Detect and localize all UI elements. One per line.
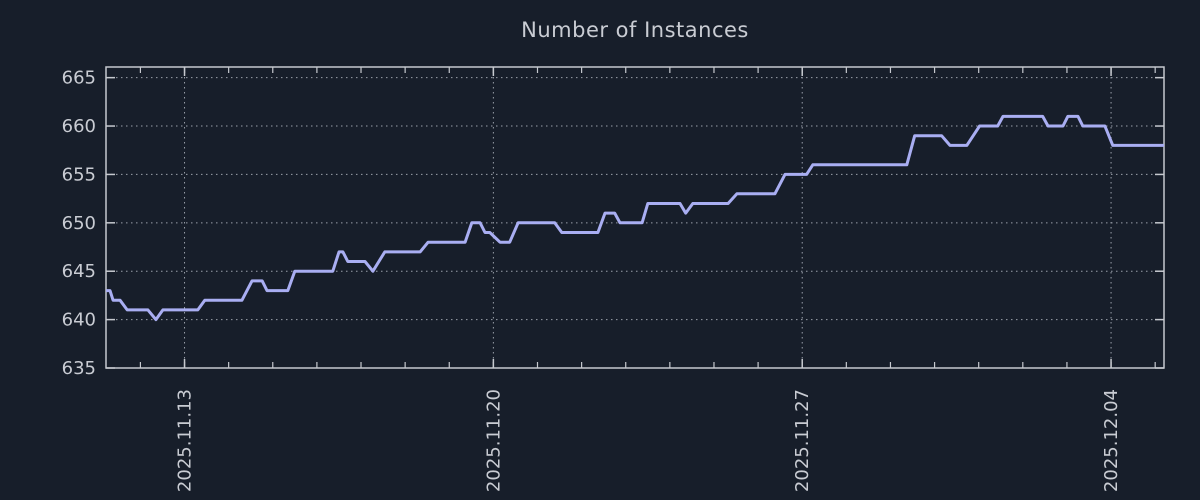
plot-border <box>105 66 1165 369</box>
x-tick-label: 2025.11.20 <box>483 389 504 492</box>
y-tick-label: 660 <box>62 116 96 137</box>
x-tick-label: 2025.12.04 <box>1101 389 1122 492</box>
y-tick-label: 650 <box>62 213 96 234</box>
series-line-instances <box>106 114 1164 322</box>
y-tick-label: 655 <box>62 164 96 185</box>
x-tick-label: 2025.11.27 <box>792 389 813 492</box>
chart-title: Number of Instances <box>521 18 749 42</box>
y-tick-label: 665 <box>62 68 96 89</box>
y-tick-label: 645 <box>62 261 96 282</box>
y-tick-label: 635 <box>62 358 96 379</box>
x-tick-label: 2025.11.13 <box>175 389 196 492</box>
y-tick-label: 640 <box>62 310 96 331</box>
